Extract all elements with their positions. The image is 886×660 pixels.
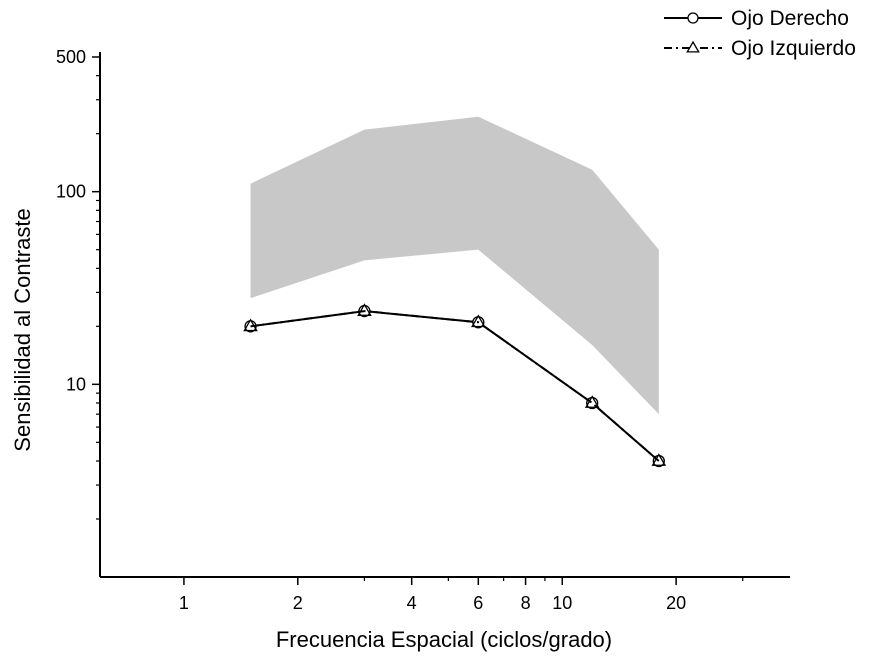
normal-range-area — [250, 116, 659, 415]
legend-label: Ojo Derecho — [731, 7, 849, 30]
x-tick-label: 6 — [473, 593, 483, 613]
legend: Ojo Derecho Ojo Izquierdo — [664, 7, 856, 60]
y-tick-label: 10 — [66, 374, 86, 394]
x-tick-label: 8 — [521, 593, 531, 613]
legend-marker — [686, 40, 700, 53]
series-ojo-izquierdo — [243, 303, 667, 466]
data-point — [471, 314, 486, 328]
x-axis-label: Frecuencia Espacial (ciclos/grado) — [276, 627, 612, 652]
data-point — [357, 303, 372, 316]
y-tick-label: 100 — [56, 182, 86, 202]
legend-marker — [687, 12, 699, 24]
x-tick-label: 1 — [179, 593, 189, 613]
data-series — [243, 303, 667, 468]
legend-entry: Ojo Derecho — [664, 7, 849, 30]
data-point — [651, 453, 667, 466]
x-tick-label: 20 — [666, 593, 686, 613]
legend-entry: Ojo Izquierdo — [664, 37, 856, 60]
data-point — [584, 395, 600, 408]
x-tick-label: 10 — [552, 593, 572, 613]
normal-range-band — [250, 116, 659, 415]
data-point — [243, 318, 258, 332]
y-tick-label: 500 — [56, 47, 86, 67]
legend-label: Ojo Izquierdo — [731, 37, 856, 60]
y-axis-label: Sensibilidad al Contraste — [10, 208, 35, 451]
x-tick-label: 4 — [407, 593, 417, 613]
x-tick-label: 2 — [293, 593, 303, 613]
series-line — [250, 310, 660, 462]
axes: 10 100 500 1 2 4 6 8 10 20 — [56, 47, 790, 613]
